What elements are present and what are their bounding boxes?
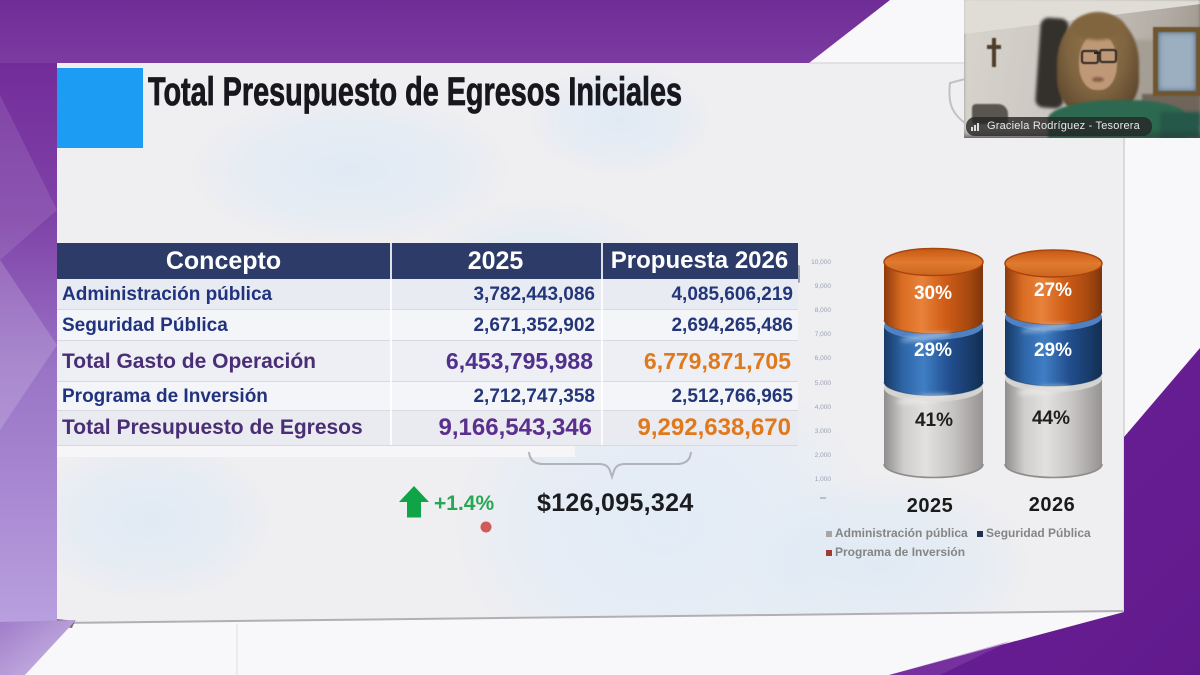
svg-text:7,000: 7,000: [815, 331, 832, 338]
svg-text:8,000: 8,000: [815, 307, 832, 314]
svg-text:1,000: 1,000: [815, 476, 832, 483]
svg-text:41%: 41%: [915, 410, 953, 431]
svg-text:29%: 29%: [914, 340, 952, 361]
svg-text:29%: 29%: [1034, 340, 1072, 361]
svg-text:3,000: 3,000: [815, 428, 832, 435]
svg-text:10,000: 10,000: [811, 259, 831, 266]
svg-text:30%: 30%: [914, 283, 952, 304]
svg-text:5,000: 5,000: [815, 380, 832, 387]
svg-text:9,000: 9,000: [815, 283, 832, 290]
svg-text:4,000: 4,000: [815, 404, 832, 411]
svg-text:6,000: 6,000: [815, 355, 832, 362]
svg-text:2,000: 2,000: [815, 452, 832, 459]
svg-text:44%: 44%: [1032, 408, 1070, 429]
svg-text:27%: 27%: [1034, 280, 1072, 301]
